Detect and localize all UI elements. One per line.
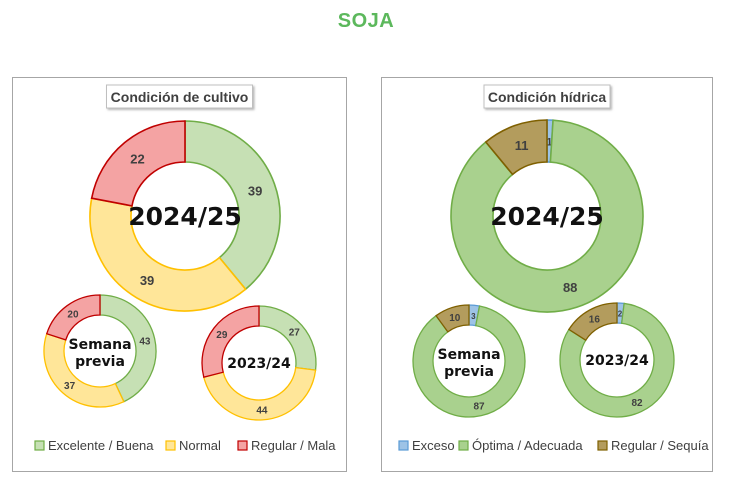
donut-segment — [184, 120, 281, 291]
panel-title-text: Condición hídrica — [488, 89, 606, 105]
center-label: 2024/25 — [128, 202, 242, 231]
donut-ring: 2 82 16 2023/24 — [559, 302, 675, 418]
donut-segment — [99, 294, 157, 403]
legend-swatch — [34, 440, 45, 451]
legend-item: Exceso — [398, 438, 455, 453]
donut-segment — [201, 305, 260, 378]
donut-ring: 43 37 20 Semana previa — [43, 294, 157, 408]
donut-segment — [567, 302, 618, 342]
panel-condicion-hidrica: Condición hídrica 1 88 11 2024/25 3 87 10 Semana… — [381, 77, 713, 472]
legend-item: Óptima / Adecuada — [458, 438, 583, 453]
legend-item: Regular / Sequía — [597, 438, 709, 453]
page-title: SOJA — [337, 10, 395, 32]
center-label: Semana previa — [437, 347, 500, 380]
donut-ring: 3 87 10 Semana previa — [412, 304, 526, 418]
legend-swatch — [165, 440, 176, 451]
hidrica-chart: Condición hídrica 1 88 11 2024/25 3 87 10 Semana… — [398, 84, 709, 453]
legend-label: Regular / Sequía — [611, 438, 709, 453]
legend-swatch — [237, 440, 248, 451]
donut-segment — [484, 119, 548, 176]
legend-item: Normal — [165, 438, 221, 453]
panel-title: Condición hídrica — [483, 84, 611, 109]
legend-swatch — [597, 440, 608, 451]
panel-title: Condición de cultivo — [106, 84, 253, 109]
center-label: 2023/24 — [227, 356, 291, 372]
data-label: 16 — [589, 314, 601, 325]
donut-segment — [450, 119, 644, 313]
donut-segment — [45, 294, 101, 341]
legend-swatch — [398, 440, 409, 451]
center-label: Semana previa — [68, 337, 131, 370]
data-label: 20 — [67, 309, 79, 320]
legend-label: Exceso — [412, 438, 455, 453]
legend-label: Óptima / Adecuada — [472, 438, 583, 453]
data-label: 43 — [139, 337, 151, 348]
donut-segment — [412, 305, 526, 418]
donut-segment — [89, 197, 247, 312]
panel-title-text: Condición de cultivo — [111, 89, 249, 105]
data-label: 11 — [515, 138, 529, 153]
legend: Exceso Óptima / Adecuada Regular / Sequía — [398, 438, 709, 453]
data-label: 39 — [140, 273, 154, 288]
donut-segment — [202, 366, 317, 421]
panel-condicion-cultivo: Condición de cultivo 39 39 22 2024/25 43 37 20 S… — [12, 77, 347, 472]
legend-item: Regular / Mala — [237, 438, 336, 453]
data-label: 22 — [130, 151, 144, 166]
data-label: 29 — [216, 330, 228, 341]
data-label: 82 — [631, 398, 643, 409]
data-label: 10 — [449, 313, 461, 324]
center-label: 2023/24 — [585, 353, 649, 369]
data-label: 87 — [473, 401, 485, 412]
donut-segment — [559, 302, 675, 418]
data-label: 44 — [256, 406, 268, 417]
donut-ring: 1 88 11 2024/25 — [450, 119, 644, 313]
cultivo-chart: Condición de cultivo 39 39 22 2024/25 43 37 20 S… — [34, 84, 336, 453]
center-label: 2024/25 — [490, 202, 604, 231]
data-label: 27 — [289, 328, 301, 339]
data-label: 37 — [64, 381, 76, 392]
legend-swatch — [458, 440, 469, 451]
data-label: 2 — [618, 310, 623, 319]
legend-label: Regular / Mala — [251, 438, 336, 453]
data-label: 88 — [563, 280, 577, 295]
legend-label: Excelente / Buena — [48, 438, 154, 453]
data-label: 3 — [471, 312, 476, 321]
legend-label: Normal — [179, 438, 221, 453]
legend: Excelente / Buena Normal Regular / Mala — [34, 438, 336, 453]
data-label: 1 — [546, 137, 552, 149]
legend-item: Excelente / Buena — [34, 438, 154, 453]
donut-ring: 27 44 29 2023/24 — [201, 305, 317, 421]
donut-ring: 39 39 22 2024/25 — [89, 120, 281, 312]
donut-segment — [435, 304, 470, 333]
donut-segment — [90, 120, 186, 207]
data-label: 39 — [248, 183, 262, 198]
